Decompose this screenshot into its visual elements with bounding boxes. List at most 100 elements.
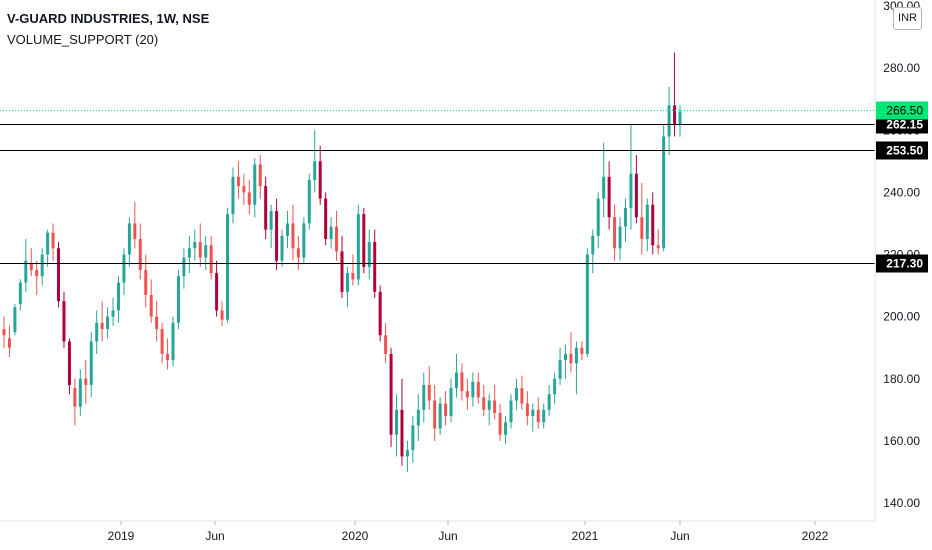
level-price-tag: [876, 115, 928, 134]
level-price-text: 217.30: [886, 257, 923, 271]
candle-body: [351, 273, 355, 280]
candle-body: [231, 176, 235, 215]
candle-body: [504, 422, 508, 435]
candle-body: [591, 235, 595, 255]
candle-body: [176, 276, 180, 323]
candle-body: [24, 260, 28, 283]
candle-body: [580, 347, 584, 354]
last-price-text: 266.50: [886, 104, 923, 118]
x-tick-label: 2021: [572, 529, 599, 543]
candle-body: [422, 384, 426, 410]
candle-body: [122, 254, 126, 283]
candle-body: [378, 291, 382, 336]
candle-body: [444, 403, 448, 417]
candle-body: [95, 322, 99, 342]
candle-body: [525, 403, 529, 417]
indicator-label[interactable]: VOLUME_SUPPORT (20): [7, 32, 159, 47]
candle-body: [384, 335, 388, 354]
level-price-text: 253.50: [886, 144, 923, 158]
candle-body: [542, 409, 546, 423]
candle-body: [454, 372, 458, 389]
candle-body: [678, 111, 682, 125]
candle-body: [187, 248, 191, 258]
candle-body: [460, 372, 464, 392]
candle-body: [226, 214, 230, 320]
candle-body: [236, 176, 240, 187]
candle-body: [2, 329, 6, 336]
candle-body: [106, 316, 110, 330]
candle-body: [84, 378, 88, 385]
candle-body: [618, 226, 622, 249]
candle-body: [193, 242, 197, 249]
candle-body: [645, 204, 649, 239]
candle-body: [285, 223, 289, 236]
candle-body: [465, 391, 469, 398]
candle-body: [395, 409, 399, 435]
candle-body: [356, 214, 360, 280]
candle-body: [449, 388, 453, 417]
candle-body: [100, 322, 104, 330]
candle-body: [362, 214, 366, 267]
candle-body: [57, 248, 61, 302]
currency-button[interactable]: INR: [893, 7, 922, 30]
candle-body: [13, 307, 17, 333]
candle-body: [367, 242, 371, 267]
candle-body: [204, 245, 208, 258]
candle-body: [340, 251, 344, 292]
candle-body: [416, 409, 420, 426]
candle-body: [215, 273, 219, 311]
candle-body: [313, 161, 317, 180]
time-axis[interactable]: 2019 Jun 2020 Jun 2021 Jun 2022: [108, 521, 829, 543]
candle-body: [564, 353, 568, 361]
candle-body: [438, 403, 442, 429]
candle-body: [433, 400, 437, 429]
candle-body: [51, 232, 55, 249]
candle-body: [662, 136, 666, 249]
candle-body: [171, 322, 175, 361]
last-price-tag: [876, 101, 928, 120]
candle-body: [673, 105, 677, 125]
candle-body: [596, 198, 600, 236]
candle-body: [127, 223, 131, 255]
candle-body: [498, 412, 502, 435]
candle-body: [253, 164, 257, 205]
candle-body: [209, 245, 213, 274]
candle-body: [133, 223, 137, 239]
x-tick-label: Jun: [438, 529, 457, 543]
candle-body: [307, 179, 311, 224]
candle-body: [324, 198, 328, 239]
candle-body: [558, 360, 562, 379]
candle-body: [400, 409, 404, 457]
candle-body: [242, 186, 246, 193]
x-tick-label: 2022: [802, 529, 829, 543]
candle-body: [116, 282, 120, 311]
candle-body: [547, 394, 551, 410]
candle-body: [634, 173, 638, 218]
candle-body: [182, 257, 186, 277]
symbol-title[interactable]: V-GUARD INDUSTRIES, 1W, NSE: [7, 11, 210, 26]
candle-body: [280, 235, 284, 261]
candle-body: [651, 204, 655, 246]
level-price-text: 262.15: [886, 118, 923, 132]
x-tick-label: Jun: [205, 529, 224, 543]
candle-body: [35, 270, 39, 277]
candle-body: [29, 263, 33, 271]
candle-body: [514, 388, 518, 401]
candle-body: [569, 353, 573, 364]
x-tick-label: Jun: [670, 529, 689, 543]
candles-group: [2, 52, 682, 472]
candle-body: [275, 211, 279, 261]
candle-body: [345, 273, 349, 292]
candle-body: [264, 186, 268, 230]
candle-body: [607, 176, 611, 218]
candle-body: [536, 409, 540, 423]
candle-body: [111, 310, 115, 317]
candle-body: [269, 211, 273, 230]
candle-body: [160, 329, 164, 354]
y-tick-label: 140.00: [883, 496, 920, 510]
candle-body: [531, 409, 535, 417]
candle-body: [18, 282, 22, 305]
candle-body: [73, 388, 77, 407]
candle-body: [389, 353, 393, 435]
